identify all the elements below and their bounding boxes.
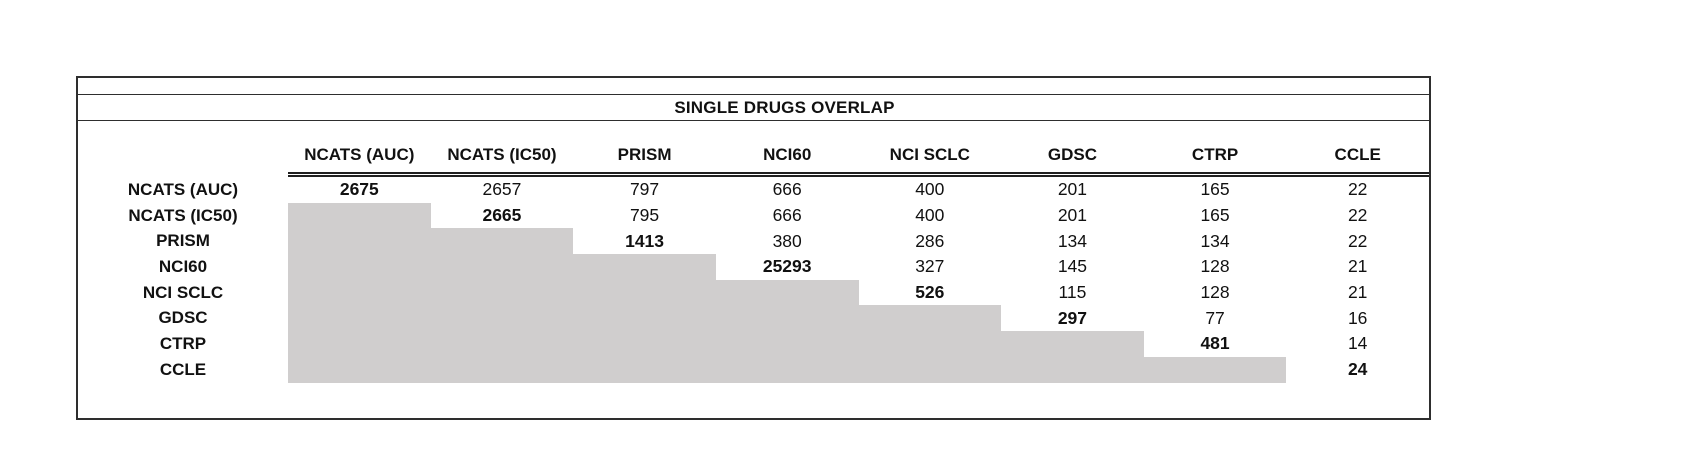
cell-nci-sclc-x-ctrp: 128 (1200, 282, 1230, 303)
cell-gdsc-x-nci60 (715, 305, 859, 332)
cell-nci-sclc-x-ncats-ic50 (430, 279, 574, 306)
cell-nci60-x-nci-sclc: 327 (915, 256, 945, 277)
row-label-ncats-ic50: NCATS (IC50) (128, 205, 238, 225)
cell-ccle-x-ctrp (1143, 356, 1287, 383)
cell-ccle-x-gdsc (1001, 356, 1144, 383)
cell-nci-sclc-x-ncats-auc (288, 279, 431, 306)
cell-gdsc-x-ncats-auc (288, 305, 431, 332)
cell-gdsc-x-nci-sclc (858, 305, 1002, 332)
cell-ncats-ic50-x-ctrp: 165 (1200, 205, 1230, 226)
cell-ncats-ic50-x-ccle: 22 (1347, 205, 1368, 226)
cell-prism-x-nci60: 380 (772, 230, 802, 251)
cell-ncats-ic50-x-ncats-ic50: 2665 (482, 205, 522, 226)
matrix-corner-cell (78, 141, 288, 177)
row-label-ncats-auc: NCATS (AUC) (127, 179, 239, 199)
column-header-gdsc: GDSC (1001, 141, 1144, 177)
column-header-ctrp: CTRP (1143, 141, 1287, 177)
cell-ccle-x-ccle: 24 (1347, 359, 1368, 380)
row-label-nci60: NCI60 (158, 256, 208, 276)
cell-nci-sclc-x-prism (573, 279, 716, 306)
cell-ccle-x-ncats-auc (288, 356, 431, 383)
cell-ncats-auc-x-gdsc: 201 (1057, 179, 1088, 200)
cell-ctrp-x-nci60 (715, 331, 859, 357)
column-header-nci-sclc: NCI SCLC (858, 141, 1002, 177)
column-header-nci60: NCI60 (715, 141, 859, 177)
cell-nci60-x-nci60: 25293 (762, 256, 812, 277)
cell-nci60-x-gdsc: 145 (1057, 256, 1088, 277)
cell-ncats-auc-x-ctrp: 165 (1200, 179, 1230, 200)
cell-ccle-x-prism (573, 356, 716, 383)
cell-ctrp-x-ncats-ic50 (430, 331, 574, 357)
row-label-gdsc: GDSC (158, 308, 208, 328)
cell-ncats-auc-x-prism: 797 (629, 179, 660, 200)
cell-gdsc-x-ccle: 16 (1347, 307, 1368, 328)
column-header-ccle: CCLE (1286, 141, 1429, 177)
cell-nci-sclc-x-nci60 (715, 279, 859, 306)
row-label-nci-sclc: NCI SCLC (142, 282, 224, 302)
column-header-ncats-auc: NCATS (AUC) (288, 141, 431, 177)
row-label-prism: PRISM (156, 231, 210, 251)
cell-ccle-x-nci-sclc (858, 356, 1002, 383)
cell-ncats-ic50-x-prism: 795 (629, 205, 660, 226)
cell-nci-sclc-x-gdsc: 115 (1058, 282, 1087, 303)
cell-prism-x-prism: 1413 (625, 230, 665, 251)
cell-ncats-auc-x-ccle: 22 (1347, 179, 1368, 200)
cell-ctrp-x-ncats-auc (288, 331, 431, 357)
cell-gdsc-x-ncats-ic50 (430, 305, 574, 332)
cell-gdsc-x-prism (573, 305, 716, 332)
cell-nci60-x-prism (573, 254, 716, 280)
cell-ctrp-x-gdsc (1001, 331, 1144, 357)
column-header-ncats-ic50: NCATS (IC50) (430, 141, 574, 177)
row-label-ctrp: CTRP (159, 333, 207, 353)
cell-ccle-x-ncats-ic50 (430, 356, 574, 383)
cell-nci-sclc-x-nci-sclc: 526 (915, 282, 945, 303)
top-spacer-row (78, 78, 1429, 95)
cell-ncats-ic50-x-gdsc: 201 (1057, 205, 1088, 226)
cell-ctrp-x-nci-sclc (858, 331, 1002, 357)
cell-ccle-x-nci60 (715, 356, 859, 383)
cell-prism-x-nci-sclc: 286 (915, 230, 945, 251)
cell-gdsc-x-ctrp: 77 (1205, 307, 1225, 328)
cell-ncats-auc-x-ncats-auc: 2675 (339, 179, 379, 200)
cell-nci60-x-ctrp: 128 (1200, 256, 1230, 277)
cell-nci60-x-ccle: 21 (1347, 256, 1368, 277)
cell-nci60-x-ncats-ic50 (430, 254, 574, 280)
cell-prism-x-ctrp: 134 (1200, 230, 1230, 251)
cell-ctrp-x-prism (573, 331, 716, 357)
cell-ncats-auc-x-ncats-ic50: 2657 (482, 179, 522, 200)
cell-ncats-ic50-x-ncats-auc (288, 202, 431, 229)
cell-ctrp-x-ctrp: 481 (1200, 333, 1230, 354)
overlap-matrix: NCATS (AUC) NCATS (IC50) PRISM NCI60 NCI SCL… (78, 141, 1429, 383)
cell-ncats-ic50-x-nci-sclc: 400 (915, 205, 945, 226)
cell-ncats-ic50-x-nci60: 666 (772, 205, 802, 226)
cell-ctrp-x-ccle: 14 (1347, 333, 1368, 354)
cell-prism-x-ncats-ic50 (430, 228, 574, 255)
cell-nci-sclc-x-ccle: 21 (1347, 282, 1368, 303)
cell-prism-x-ncats-auc (288, 228, 431, 255)
single-drugs-overlap-table: SINGLE DRUGS OVERLAP NCATS (AUC) NCATS (I… (76, 76, 1431, 420)
cell-gdsc-x-gdsc: 297 (1057, 307, 1088, 328)
cell-prism-x-gdsc: 134 (1057, 230, 1088, 251)
cell-nci60-x-ncats-auc (288, 254, 431, 280)
cell-prism-x-ccle: 22 (1347, 230, 1368, 251)
table-title: SINGLE DRUGS OVERLAP (78, 95, 1429, 121)
column-header-prism: PRISM (573, 141, 716, 177)
cell-ncats-auc-x-nci-sclc: 400 (915, 179, 945, 200)
cell-ncats-auc-x-nci60: 666 (772, 179, 802, 200)
row-label-ccle: CCLE (159, 359, 207, 379)
